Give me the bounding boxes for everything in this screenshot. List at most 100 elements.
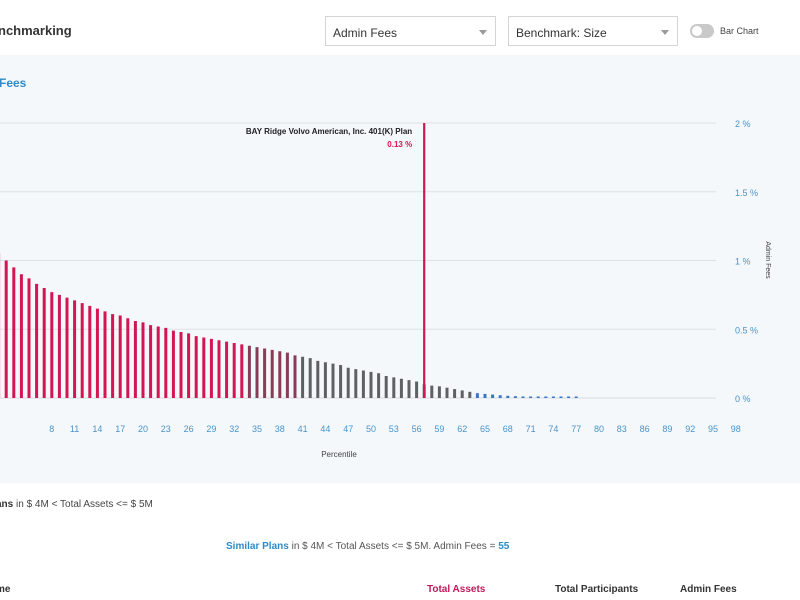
bar	[12, 267, 16, 398]
y-axis-label: Admin Fees	[764, 241, 771, 279]
bar	[323, 362, 327, 398]
bar	[133, 321, 137, 398]
bar	[27, 278, 31, 398]
bar	[225, 341, 229, 398]
col-header-total-assets[interactable]: Total Assets	[427, 584, 486, 595]
bar	[354, 369, 358, 398]
bar	[460, 390, 464, 398]
x-tick-label: 14	[92, 424, 102, 434]
bar	[331, 363, 335, 398]
bar	[187, 333, 191, 398]
col-header-name[interactable]: me	[0, 584, 11, 595]
filter-prefix: ans	[0, 499, 14, 510]
bar	[392, 377, 396, 398]
y-tick-label: 2 %	[735, 119, 751, 129]
page-title: nchmarking	[0, 23, 72, 38]
y-tick-label: 0 %	[735, 394, 751, 404]
highlight-marker: BAY Ridge Volvo American, Inc. 401(K) Pl…	[246, 123, 426, 398]
bar	[513, 396, 517, 398]
benchmark-select-value: Benchmark: Size	[516, 26, 607, 40]
bar	[156, 326, 160, 398]
bar	[377, 373, 381, 398]
highlight-plan-label: BAY Ridge Volvo American, Inc. 401(K) Pl…	[246, 127, 412, 136]
bar	[407, 380, 411, 398]
bar	[19, 274, 23, 398]
bar	[57, 294, 61, 398]
bar	[301, 356, 305, 398]
col-header-total-participants[interactable]: Total Participants	[555, 584, 639, 595]
bar	[536, 396, 540, 398]
bar	[308, 358, 312, 398]
grid-lines	[0, 122, 716, 399]
bar	[209, 338, 213, 398]
metric-select[interactable]: Admin Fees	[325, 16, 496, 46]
filter-text: in $ 4M < Total Assets <= $ 5M	[13, 499, 153, 510]
bar	[483, 393, 487, 398]
highlight-value-label: 0.13 %	[387, 140, 412, 149]
bars	[0, 253, 578, 398]
x-tick-label: 11	[70, 424, 79, 434]
x-tick-label: 32	[229, 424, 239, 434]
bar	[529, 396, 533, 398]
bar	[445, 387, 449, 398]
bar-chart-toggle[interactable]	[690, 24, 714, 38]
summary-value: 55	[498, 541, 510, 552]
col-header-admin-fees[interactable]: Admin Fees	[680, 584, 737, 595]
x-tick-label: 44	[320, 424, 330, 434]
chevron-down-icon	[479, 30, 487, 35]
x-tick-label: 59	[434, 424, 444, 434]
bar	[293, 355, 297, 398]
x-tick-label: 83	[617, 424, 627, 434]
x-tick-label: 86	[640, 424, 650, 434]
bar	[567, 396, 571, 398]
bar	[475, 393, 479, 398]
bar	[263, 348, 267, 398]
x-tick-labels: 8 11 14 17 20 23 26 29 32 35 38 41 44 47 50 53 56 59 62 65 6…	[49, 424, 741, 434]
y-tick-labels: 2 % 1.5 % 1 % 0.5 % 0 %	[735, 119, 758, 404]
bar	[194, 336, 198, 398]
bar	[65, 297, 69, 398]
x-tick-label: 92	[685, 424, 695, 434]
bar	[73, 300, 77, 398]
bar	[103, 311, 107, 398]
bar	[270, 349, 274, 398]
x-tick-label: 77	[571, 424, 581, 434]
bar	[574, 396, 578, 398]
bar	[35, 283, 39, 398]
x-tick-label: 20	[138, 424, 148, 434]
bar	[339, 365, 343, 398]
y-tick-label: 1.5 %	[735, 188, 758, 198]
x-tick-label: 29	[206, 424, 216, 434]
x-tick-label: 26	[184, 424, 194, 434]
bar	[42, 288, 46, 398]
bar	[491, 394, 495, 398]
bar	[240, 344, 244, 398]
y-tick-label: 0.5 %	[735, 325, 758, 335]
bar	[179, 332, 183, 398]
x-tick-label: 17	[115, 424, 125, 434]
x-tick-label: 23	[161, 424, 171, 434]
bar	[141, 322, 145, 398]
chevron-down-icon	[661, 30, 669, 35]
x-tick-label: 71	[526, 424, 536, 434]
bar	[126, 318, 130, 398]
bar	[551, 396, 555, 398]
metric-select-value: Admin Fees	[333, 26, 398, 40]
bar	[171, 330, 175, 398]
x-tick-label: 98	[731, 424, 741, 434]
bar	[232, 343, 236, 398]
bar	[50, 292, 54, 398]
bar	[506, 395, 510, 398]
bar	[453, 389, 457, 398]
similar-plans-link[interactable]: Similar Plans	[226, 541, 289, 552]
x-tick-label: 74	[548, 424, 558, 434]
x-tick-label: 41	[298, 424, 308, 434]
benchmark-select[interactable]: Benchmark: Size	[508, 16, 678, 46]
bar	[164, 327, 168, 398]
bar-chart-toggle-label: Bar Chart	[720, 26, 759, 36]
x-tick-label: 89	[662, 424, 672, 434]
x-tick-label: 38	[275, 424, 285, 434]
bar	[88, 305, 92, 398]
x-tick-label: 68	[503, 424, 513, 434]
bar	[255, 347, 259, 398]
